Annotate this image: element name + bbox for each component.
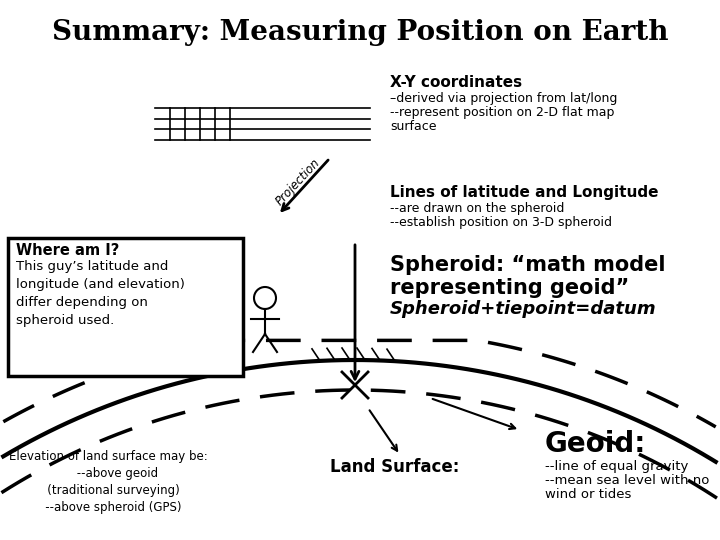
Bar (8, 238, 243, 376)
Text: Land Surface:: Land Surface: (330, 458, 459, 476)
Text: Summary: Measuring Position on Earth: Summary: Measuring Position on Earth (52, 18, 668, 45)
Text: --establish position on 3-D spheroid: --establish position on 3-D spheroid (390, 216, 612, 229)
Text: X-Y coordinates: X-Y coordinates (390, 75, 522, 90)
Text: --are drawn on the spheroid: --are drawn on the spheroid (390, 202, 564, 215)
Text: Spheroid: “math model: Spheroid: “math model (390, 255, 665, 275)
Text: representing geoid”: representing geoid” (390, 278, 629, 298)
Text: --line of equal gravity: --line of equal gravity (545, 460, 688, 473)
Text: wind or tides: wind or tides (545, 488, 631, 501)
Text: –derived via projection from lat/long: –derived via projection from lat/long (390, 92, 617, 105)
Text: --represent position on 2-D flat map: --represent position on 2-D flat map (390, 106, 614, 119)
Text: Elevation of land surface may be:
     --above geoid
   (traditional surveying)
: Elevation of land surface may be: --abov… (9, 450, 207, 514)
Text: Projection: Projection (273, 156, 323, 208)
Text: Where am I?: Where am I? (16, 243, 120, 258)
Text: Lines of latitude and Longitude: Lines of latitude and Longitude (390, 185, 659, 200)
Text: This guy’s latitude and
longitude (and elevation)
differ depending on
spheroid u: This guy’s latitude and longitude (and e… (16, 260, 185, 327)
Text: Geoid:: Geoid: (545, 430, 647, 458)
Text: --mean sea level with no: --mean sea level with no (545, 474, 709, 487)
Text: Spheroid+tiepoint=datum: Spheroid+tiepoint=datum (390, 300, 657, 318)
Text: surface: surface (390, 120, 436, 133)
